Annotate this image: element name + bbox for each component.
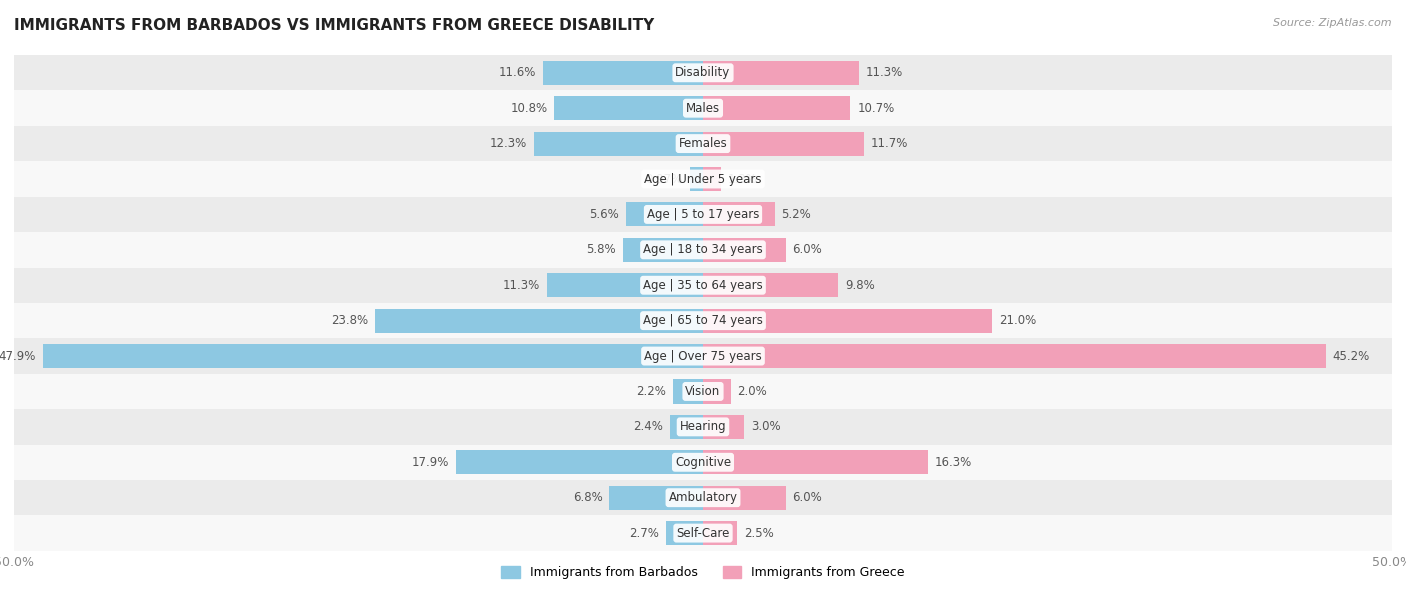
Bar bbox=[703, 486, 786, 510]
Text: 5.2%: 5.2% bbox=[782, 208, 811, 221]
Text: Ambulatory: Ambulatory bbox=[668, 491, 738, 504]
Bar bbox=[703, 308, 993, 333]
Bar bbox=[626, 203, 703, 226]
Bar bbox=[14, 409, 1392, 444]
Text: Age | Over 75 years: Age | Over 75 years bbox=[644, 349, 762, 362]
Text: 16.3%: 16.3% bbox=[935, 456, 972, 469]
Text: Age | 35 to 64 years: Age | 35 to 64 years bbox=[643, 278, 763, 292]
Text: 6.0%: 6.0% bbox=[793, 491, 823, 504]
Text: Females: Females bbox=[679, 137, 727, 150]
Text: 2.7%: 2.7% bbox=[628, 526, 659, 540]
Text: 3.0%: 3.0% bbox=[751, 420, 780, 433]
Bar bbox=[14, 338, 1392, 374]
Text: 5.6%: 5.6% bbox=[589, 208, 619, 221]
Bar bbox=[609, 486, 703, 510]
Bar bbox=[543, 61, 703, 85]
Text: 2.2%: 2.2% bbox=[636, 385, 666, 398]
Text: 11.7%: 11.7% bbox=[872, 137, 908, 150]
Bar bbox=[14, 196, 1392, 232]
Text: Disability: Disability bbox=[675, 66, 731, 80]
Bar bbox=[375, 308, 703, 333]
Bar bbox=[14, 126, 1392, 162]
Bar bbox=[703, 167, 721, 191]
Bar bbox=[457, 450, 703, 474]
Bar bbox=[703, 450, 928, 474]
Text: 21.0%: 21.0% bbox=[1000, 314, 1036, 327]
Text: 0.97%: 0.97% bbox=[645, 173, 683, 185]
Legend: Immigrants from Barbados, Immigrants from Greece: Immigrants from Barbados, Immigrants fro… bbox=[496, 561, 910, 584]
Text: 2.4%: 2.4% bbox=[633, 420, 664, 433]
Text: 11.3%: 11.3% bbox=[866, 66, 903, 80]
Bar bbox=[703, 238, 786, 262]
Bar bbox=[703, 521, 738, 545]
Text: Age | 5 to 17 years: Age | 5 to 17 years bbox=[647, 208, 759, 221]
Bar bbox=[14, 232, 1392, 267]
Bar bbox=[703, 132, 865, 155]
Text: Age | 65 to 74 years: Age | 65 to 74 years bbox=[643, 314, 763, 327]
Bar bbox=[672, 379, 703, 403]
Bar bbox=[14, 480, 1392, 515]
Bar bbox=[547, 273, 703, 297]
Bar bbox=[689, 167, 703, 191]
Bar bbox=[703, 61, 859, 85]
Bar bbox=[14, 162, 1392, 196]
Bar bbox=[14, 444, 1392, 480]
Text: 23.8%: 23.8% bbox=[330, 314, 368, 327]
Text: 6.8%: 6.8% bbox=[572, 491, 602, 504]
Bar bbox=[669, 415, 703, 439]
Bar bbox=[14, 515, 1392, 551]
Bar bbox=[14, 267, 1392, 303]
Text: Males: Males bbox=[686, 102, 720, 114]
Bar bbox=[703, 344, 1326, 368]
Text: Age | Under 5 years: Age | Under 5 years bbox=[644, 173, 762, 185]
Text: Cognitive: Cognitive bbox=[675, 456, 731, 469]
Bar bbox=[623, 238, 703, 262]
Text: 12.3%: 12.3% bbox=[489, 137, 527, 150]
Text: 9.8%: 9.8% bbox=[845, 278, 875, 292]
Bar bbox=[44, 344, 703, 368]
Text: 1.3%: 1.3% bbox=[728, 173, 758, 185]
Text: 6.0%: 6.0% bbox=[793, 244, 823, 256]
Bar bbox=[703, 203, 775, 226]
Text: Source: ZipAtlas.com: Source: ZipAtlas.com bbox=[1274, 18, 1392, 28]
Bar bbox=[703, 273, 838, 297]
Bar bbox=[14, 55, 1392, 91]
Bar bbox=[666, 521, 703, 545]
Text: Vision: Vision bbox=[685, 385, 721, 398]
Bar bbox=[703, 96, 851, 120]
Bar bbox=[554, 96, 703, 120]
Text: 47.9%: 47.9% bbox=[0, 349, 37, 362]
Text: Age | 18 to 34 years: Age | 18 to 34 years bbox=[643, 244, 763, 256]
Text: 10.7%: 10.7% bbox=[858, 102, 894, 114]
Text: 10.8%: 10.8% bbox=[510, 102, 547, 114]
Text: 2.5%: 2.5% bbox=[744, 526, 775, 540]
Text: 17.9%: 17.9% bbox=[412, 456, 450, 469]
Text: 5.8%: 5.8% bbox=[586, 244, 616, 256]
Text: 11.3%: 11.3% bbox=[503, 278, 540, 292]
Text: IMMIGRANTS FROM BARBADOS VS IMMIGRANTS FROM GREECE DISABILITY: IMMIGRANTS FROM BARBADOS VS IMMIGRANTS F… bbox=[14, 18, 654, 34]
Text: 2.0%: 2.0% bbox=[738, 385, 768, 398]
Text: 45.2%: 45.2% bbox=[1333, 349, 1369, 362]
Bar bbox=[14, 303, 1392, 338]
Bar bbox=[14, 374, 1392, 409]
Bar bbox=[703, 379, 731, 403]
Text: 11.6%: 11.6% bbox=[499, 66, 536, 80]
Text: Self-Care: Self-Care bbox=[676, 526, 730, 540]
Bar bbox=[14, 91, 1392, 126]
Bar bbox=[533, 132, 703, 155]
Bar bbox=[703, 415, 744, 439]
Text: Hearing: Hearing bbox=[679, 420, 727, 433]
